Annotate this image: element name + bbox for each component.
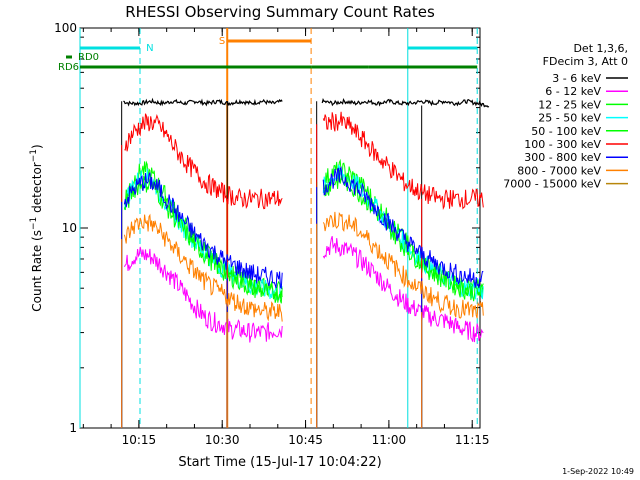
- series-line: [123, 97, 283, 107]
- s-flag-label: S: [219, 36, 225, 47]
- x-tick-label: 10:15: [122, 433, 157, 447]
- legend-entry-label: 3 - 6 keV: [552, 72, 601, 85]
- series-line: [321, 97, 490, 108]
- series-line: [123, 213, 283, 322]
- rd0-flag-label: RD0: [78, 52, 99, 63]
- svg-text:Count Rate (s−1 detector−1): Count Rate (s−1 detector−1): [29, 144, 44, 311]
- x-axis-label: Start Time (15-Jul-17 10:04:22): [178, 455, 381, 470]
- y-axis-ticks: 1 10 100: [54, 21, 480, 435]
- footer-timestamp: 1-Sep-2022 10:49: [562, 467, 634, 476]
- legend-entry-label: 12 - 25 keV: [538, 98, 601, 111]
- legend-entry-label: 300 - 800 keV: [524, 151, 601, 164]
- x-tick-label: 11:15: [455, 433, 490, 447]
- legend-header: Det 1,3,6,: [573, 42, 628, 55]
- x-axis-ticks: 10:15 10:30 10:45 11:00 11:15: [82, 28, 490, 447]
- series-line: [323, 170, 484, 302]
- legend-entry-label: 800 - 7000 keV: [517, 164, 601, 177]
- series-line: [124, 113, 283, 210]
- legend-entry-label: 6 - 12 keV: [545, 85, 601, 98]
- series-line: [322, 211, 484, 319]
- y-axis-label: Count Rate (s−1 detector−1): [29, 144, 44, 311]
- legend-entry-label: 100 - 300 keV: [524, 138, 601, 151]
- x-tick-label: 11:00: [372, 433, 407, 447]
- series-line: [123, 172, 283, 290]
- x-tick-label: 10:30: [205, 433, 240, 447]
- legend-entry-label: 50 - 100 keV: [531, 125, 601, 138]
- series-line: [322, 111, 484, 210]
- x-tick-label: 10:45: [288, 433, 323, 447]
- y-tick-label: 10: [62, 221, 77, 235]
- legend-entry-label: 25 - 50 keV: [538, 112, 601, 125]
- legend-header: FDecim 3, Att 0: [543, 55, 628, 68]
- legend-entry-label: 7000 - 15000 keV: [503, 178, 601, 191]
- y-tick-label: 100: [54, 21, 77, 35]
- series-line: [322, 166, 484, 288]
- series-group: [121, 97, 490, 428]
- rd6-flag-label: RD6: [58, 62, 79, 73]
- y-tick-label: 1: [69, 421, 77, 435]
- series-line: [123, 246, 283, 343]
- series-line: [322, 236, 484, 343]
- chart-title: RHESSI Observing Summary Count Rates: [125, 3, 435, 21]
- n-flag-label: N: [146, 43, 153, 54]
